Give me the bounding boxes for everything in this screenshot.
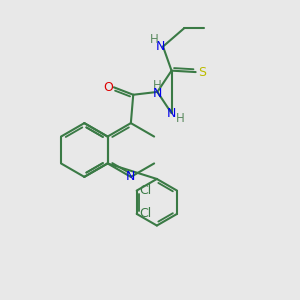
Text: H: H <box>153 79 162 92</box>
Text: N: N <box>126 170 136 183</box>
Text: O: O <box>103 81 113 94</box>
Text: N: N <box>167 107 176 120</box>
Text: N: N <box>156 40 165 53</box>
Text: H: H <box>176 112 184 125</box>
Text: Cl: Cl <box>139 207 151 220</box>
Text: Cl: Cl <box>139 184 151 197</box>
Text: N: N <box>153 87 162 100</box>
Text: H: H <box>150 34 159 46</box>
Text: S: S <box>198 66 206 79</box>
